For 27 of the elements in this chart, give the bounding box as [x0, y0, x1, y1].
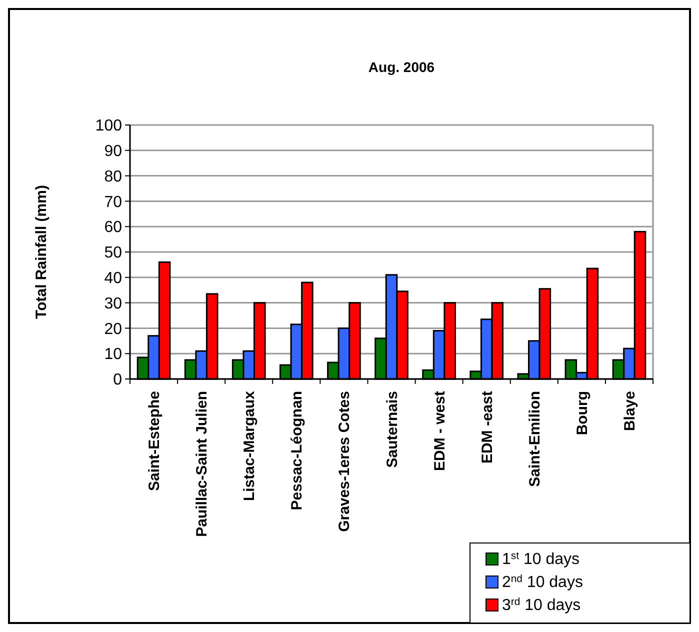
- legend-label: 1$^{st}$ 10 days: [502, 550, 580, 568]
- x-tick-label: Blaye: [621, 391, 638, 432]
- x-tick-label: Saint-Estephe: [146, 391, 164, 492]
- legend-label: 2$^{nd}$ 10 days: [502, 574, 583, 591]
- y-tick-label: 40: [104, 270, 122, 287]
- y-tick-label: 60: [104, 219, 122, 236]
- y-tick-label: 10: [104, 346, 122, 364]
- y-axis-title: Total Rainfall (mm): [33, 185, 50, 319]
- x-tick-label: Pauillac-Saint Julien: [194, 391, 211, 537]
- y-tick-label: 30: [104, 295, 122, 312]
- x-tick-label: EDM - west: [431, 391, 448, 472]
- x-tick-label: Pessac-Léognan: [288, 391, 306, 510]
- y-tick-label: 80: [104, 168, 122, 186]
- x-tick-label: Saint-Emilion: [526, 391, 544, 487]
- x-tick-label: Listac-Margaux: [241, 390, 258, 502]
- y-tick-label: 20: [104, 320, 122, 338]
- chart-title: Aug. 2006: [368, 59, 435, 75]
- y-tick-label: 50: [104, 244, 122, 262]
- y-tick-label: 70: [104, 194, 122, 211]
- y-tick-label: 100: [95, 118, 122, 135]
- x-tick-label: Graves-1eres Cotes: [336, 391, 354, 532]
- x-tick-label: Bourg: [574, 391, 591, 436]
- y-tick-label: 0: [113, 372, 122, 389]
- x-tick-label: Sauternais: [384, 391, 401, 468]
- x-tick-label: EDM -east: [478, 391, 496, 464]
- legend-label: 3$^{rd}$ 10 days: [502, 596, 581, 614]
- y-tick-label: 90: [104, 143, 122, 160]
